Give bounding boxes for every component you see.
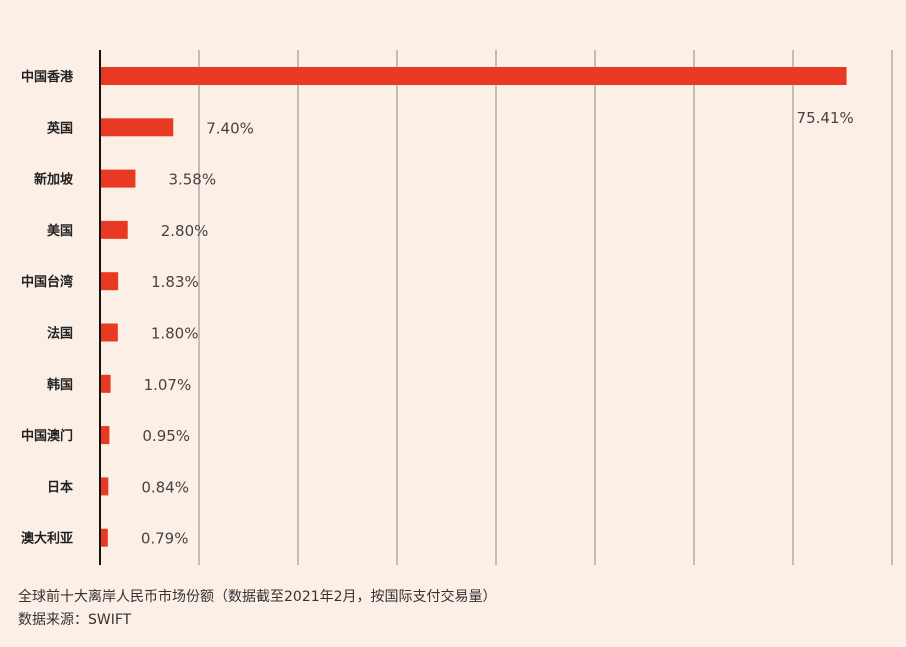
category-label: 韩国: [47, 377, 73, 393]
category-label: 英国: [46, 120, 73, 136]
bar: [100, 67, 847, 85]
category-label: 法国: [47, 326, 73, 342]
data-label: 0.84%: [141, 478, 189, 496]
bar: [100, 323, 118, 342]
bar: [100, 220, 128, 239]
bar: [100, 118, 174, 137]
data-label: 1.80%: [151, 325, 199, 343]
category-label: 中国台湾: [21, 274, 73, 290]
bar: [100, 477, 109, 496]
data-label: 75.41%: [797, 109, 854, 127]
bar: [100, 169, 136, 188]
category-label: 中国香港: [21, 69, 74, 85]
bar: [100, 426, 110, 445]
data-label: 1.83%: [151, 273, 199, 291]
data-label: 2.80%: [161, 222, 209, 240]
category-label: 美国: [47, 223, 73, 239]
category-label: 中国澳门: [21, 428, 73, 444]
data-label: 7.40%: [206, 119, 254, 137]
bar: [100, 528, 108, 547]
chart-caption: 全球前十大离岸人民币市场份额（数据截至2021年2月，按国际支付交易量）: [18, 589, 497, 605]
value-labels: 75.41% 7.40% 3.58% 2.80% 1.83% 1.80% 1.07% 0.95…: [141, 109, 854, 548]
data-label: 1.07%: [144, 376, 192, 394]
bars: [100, 67, 847, 547]
category-label: 日本: [47, 479, 73, 495]
category-label: 澳大利亚: [21, 531, 73, 547]
bar: [100, 272, 119, 291]
data-label: 3.58%: [168, 171, 216, 189]
data-label: 0.79%: [141, 530, 189, 548]
data-source: 数据来源：SWIFT: [18, 612, 132, 628]
grid-lines: [198, 50, 893, 565]
bar: [100, 374, 111, 393]
category-label: 新加坡: [34, 172, 74, 188]
data-label: 0.95%: [142, 427, 190, 445]
